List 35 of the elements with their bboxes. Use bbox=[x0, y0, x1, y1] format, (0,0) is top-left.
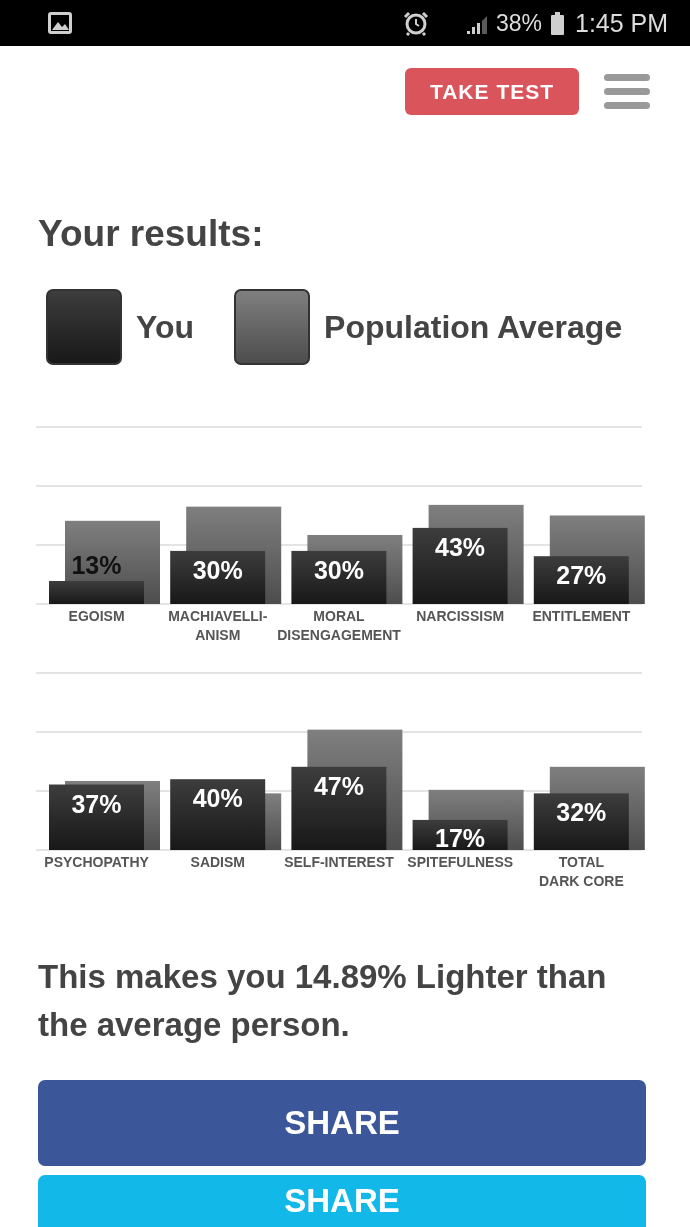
text: This makes you 14.89% Lighter than the average person. bbox=[38, 957, 608, 1045]
x-tick-label: SELF-INTEREST bbox=[284, 854, 395, 870]
data-label: 37% bbox=[71, 789, 122, 818]
x-tick-label: SPITEFULNESS bbox=[407, 854, 514, 870]
bar bbox=[412, 527, 508, 604]
button: SHARE bbox=[38, 1080, 646, 1166]
x-tick-label: MORAL DISENGAGEMENT bbox=[277, 608, 402, 643]
text: 1:45 PM bbox=[575, 9, 669, 37]
chart-title: Your results: bbox=[38, 213, 264, 254]
data-label: 13% bbox=[71, 550, 122, 579]
legend-label: Population Average bbox=[324, 308, 623, 346]
x-tick-label: MACHIAVELLI- ANISM bbox=[168, 608, 268, 643]
button: SHARE bbox=[38, 1175, 646, 1227]
bar bbox=[170, 779, 266, 850]
bar bbox=[49, 580, 144, 604]
x-tick-label: TOTAL DARK CORE bbox=[539, 854, 624, 889]
data-label: 43% bbox=[435, 532, 486, 561]
x-tick-label: PSYCHOPATHY bbox=[44, 854, 150, 870]
x-tick-label: EGOISM bbox=[68, 608, 125, 624]
data-label: 30% bbox=[192, 555, 243, 584]
bar bbox=[533, 793, 629, 850]
x-tick-label: NARCISSISM bbox=[416, 608, 505, 624]
bar bbox=[49, 784, 144, 850]
x-tick-label: SADISM bbox=[190, 854, 246, 870]
text: 38% bbox=[496, 10, 543, 36]
button: TAKE TEST bbox=[405, 68, 579, 115]
data-label: 47% bbox=[313, 771, 364, 800]
data-label: 40% bbox=[192, 784, 243, 813]
data-label: 32% bbox=[556, 798, 607, 827]
data-label: 27% bbox=[556, 561, 607, 590]
legend-label: You bbox=[136, 308, 195, 346]
data-label: 17% bbox=[435, 824, 486, 852]
data-label: 30% bbox=[313, 555, 364, 584]
bar bbox=[291, 766, 387, 850]
x-tick-label: ENTITLEMENT bbox=[532, 608, 631, 624]
